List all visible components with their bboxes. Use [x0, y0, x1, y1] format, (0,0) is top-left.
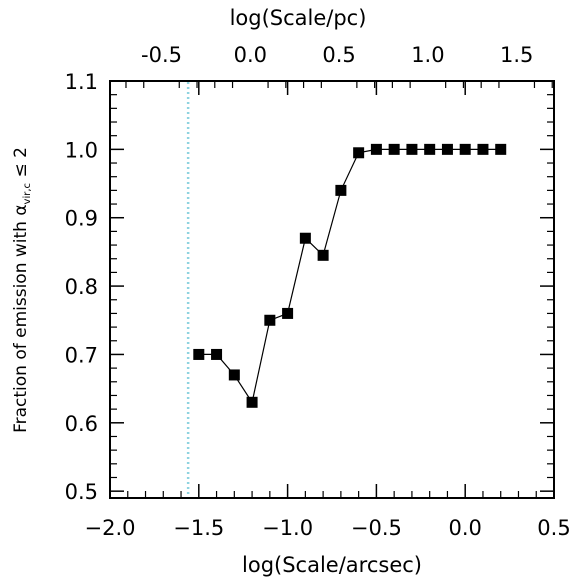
x2-axis-title: log(Scale/pc) [230, 6, 367, 30]
x-tick-label: −1.0 [262, 516, 313, 540]
data-point [441, 143, 453, 155]
data-point [424, 143, 436, 155]
data-point [228, 369, 240, 381]
data-point [317, 249, 329, 261]
x2-tick-label: 0.0 [234, 43, 267, 67]
data-point [406, 143, 418, 155]
data-point [477, 143, 489, 155]
x2-tick-label: 1.5 [500, 43, 533, 67]
data-point [264, 314, 276, 326]
data-point [335, 184, 347, 196]
y-axis-title-prefix: Fraction of emission with [11, 216, 31, 433]
x-tick-label: −2.0 [85, 516, 136, 540]
plot-frame [109, 80, 555, 499]
data-point [353, 147, 365, 159]
data-point [211, 348, 223, 360]
y-tick-label: 0.7 [65, 343, 98, 367]
x2-tick-label: -0.5 [141, 43, 182, 67]
y-tick-label: 0.5 [65, 480, 98, 504]
data-point [193, 348, 205, 360]
x-axis-title: log(Scale/arcsec) [242, 553, 422, 577]
y-axis-title: Fraction of emission with αvir,c ≤ 2 [11, 147, 33, 433]
data-point [459, 143, 471, 155]
data-point [282, 307, 294, 319]
ticks-layer: −2.0 −1.5 −1.0 −0.5 0.0 0.5 -0.5 0.0 0.5 1.0 1.5 0.… [65, 43, 571, 540]
data-point [495, 143, 507, 155]
x2-tick-label: 0.5 [322, 43, 355, 67]
y-axis-title-suffix: ≤ 2 [11, 147, 31, 183]
data-point [299, 232, 311, 244]
y-tick-label: 1.0 [65, 138, 98, 162]
y-tick-label: 1.1 [65, 70, 98, 94]
data-point [370, 143, 382, 155]
data-point [388, 143, 400, 155]
data-point [246, 396, 258, 408]
y-tick-label: 0.6 [65, 412, 98, 436]
x-tick-label: −1.5 [173, 516, 224, 540]
series-line [198, 148, 501, 404]
y-axis-title-subscript: vir,c [22, 183, 33, 204]
x2-tick-label: 1.0 [411, 43, 444, 67]
y-axis-title-symbol: α [11, 204, 31, 215]
x-tick-label: 0.5 [537, 516, 570, 540]
series-layer [193, 143, 507, 408]
y-tick-label: 0.8 [65, 275, 98, 299]
y-tick-label: 0.9 [65, 207, 98, 231]
x-tick-label: −0.5 [351, 516, 402, 540]
x-tick-label: 0.0 [448, 516, 481, 540]
